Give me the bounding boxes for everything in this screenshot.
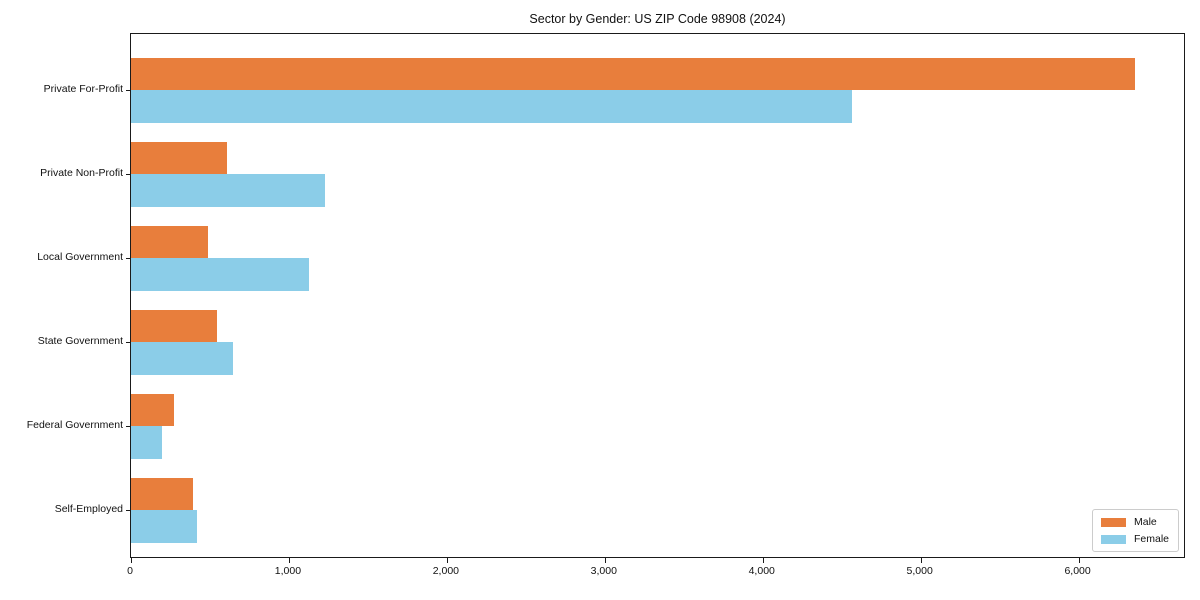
bar-female-3: [131, 342, 233, 375]
x-tick-label: 6,000: [1064, 565, 1091, 577]
x-tick: [446, 558, 448, 563]
bar-female-4: [131, 426, 162, 459]
male-color-swatch: [1100, 517, 1126, 527]
y-category-label: Private Non-Profit: [40, 166, 123, 179]
bar-male-4: [131, 393, 174, 426]
x-tick: [131, 558, 132, 563]
legend-label-male: Male: [1133, 516, 1157, 528]
bar-male-5: [131, 477, 194, 510]
y-tick: [126, 342, 130, 343]
bar-male-1: [131, 141, 228, 174]
legend-item-male: Male: [1100, 516, 1169, 528]
y-tick: [126, 510, 130, 511]
x-tick: [762, 558, 764, 563]
y-category-label: Self-Employed: [54, 502, 123, 515]
legend-item-female: Female: [1100, 533, 1169, 545]
x-tick: [1078, 558, 1080, 563]
chart-title: Sector by Gender: US ZIP Code 98908 (202…: [529, 12, 786, 26]
bar-male-0: [131, 57, 1136, 90]
x-tick: [604, 558, 606, 563]
y-category-label: Local Government: [37, 250, 123, 263]
plot-area: Male Female: [126, 33, 1185, 563]
y-tick: [126, 90, 130, 91]
bar-female-5: [131, 510, 197, 543]
x-tick-label: 0: [127, 565, 133, 577]
x-tick: [288, 558, 290, 563]
y-category-label: State Government: [37, 334, 123, 347]
x-tick-label: 1,000: [274, 565, 302, 577]
bar-female-0: [131, 90, 852, 123]
legend-label-female: Female: [1133, 533, 1169, 545]
x-tick-label: 5,000: [906, 565, 933, 577]
bar-male-2: [131, 225, 209, 258]
legend: Male Female: [1091, 509, 1179, 552]
x-tick-label: 4,000: [748, 565, 775, 577]
y-tick: [126, 174, 130, 175]
y-category-label: Federal Government: [26, 418, 123, 431]
x-tick: [920, 558, 922, 563]
y-category-label: Private For-Profit: [43, 82, 123, 95]
bar-male-3: [131, 309, 218, 342]
y-tick: [126, 258, 130, 259]
bar-female-1: [131, 174, 326, 207]
x-tick-label: 2,000: [432, 565, 459, 577]
x-tick-label: 3,000: [590, 565, 617, 577]
y-tick: [126, 426, 130, 427]
female-color-swatch: [1100, 534, 1126, 544]
bar-female-2: [131, 258, 310, 291]
